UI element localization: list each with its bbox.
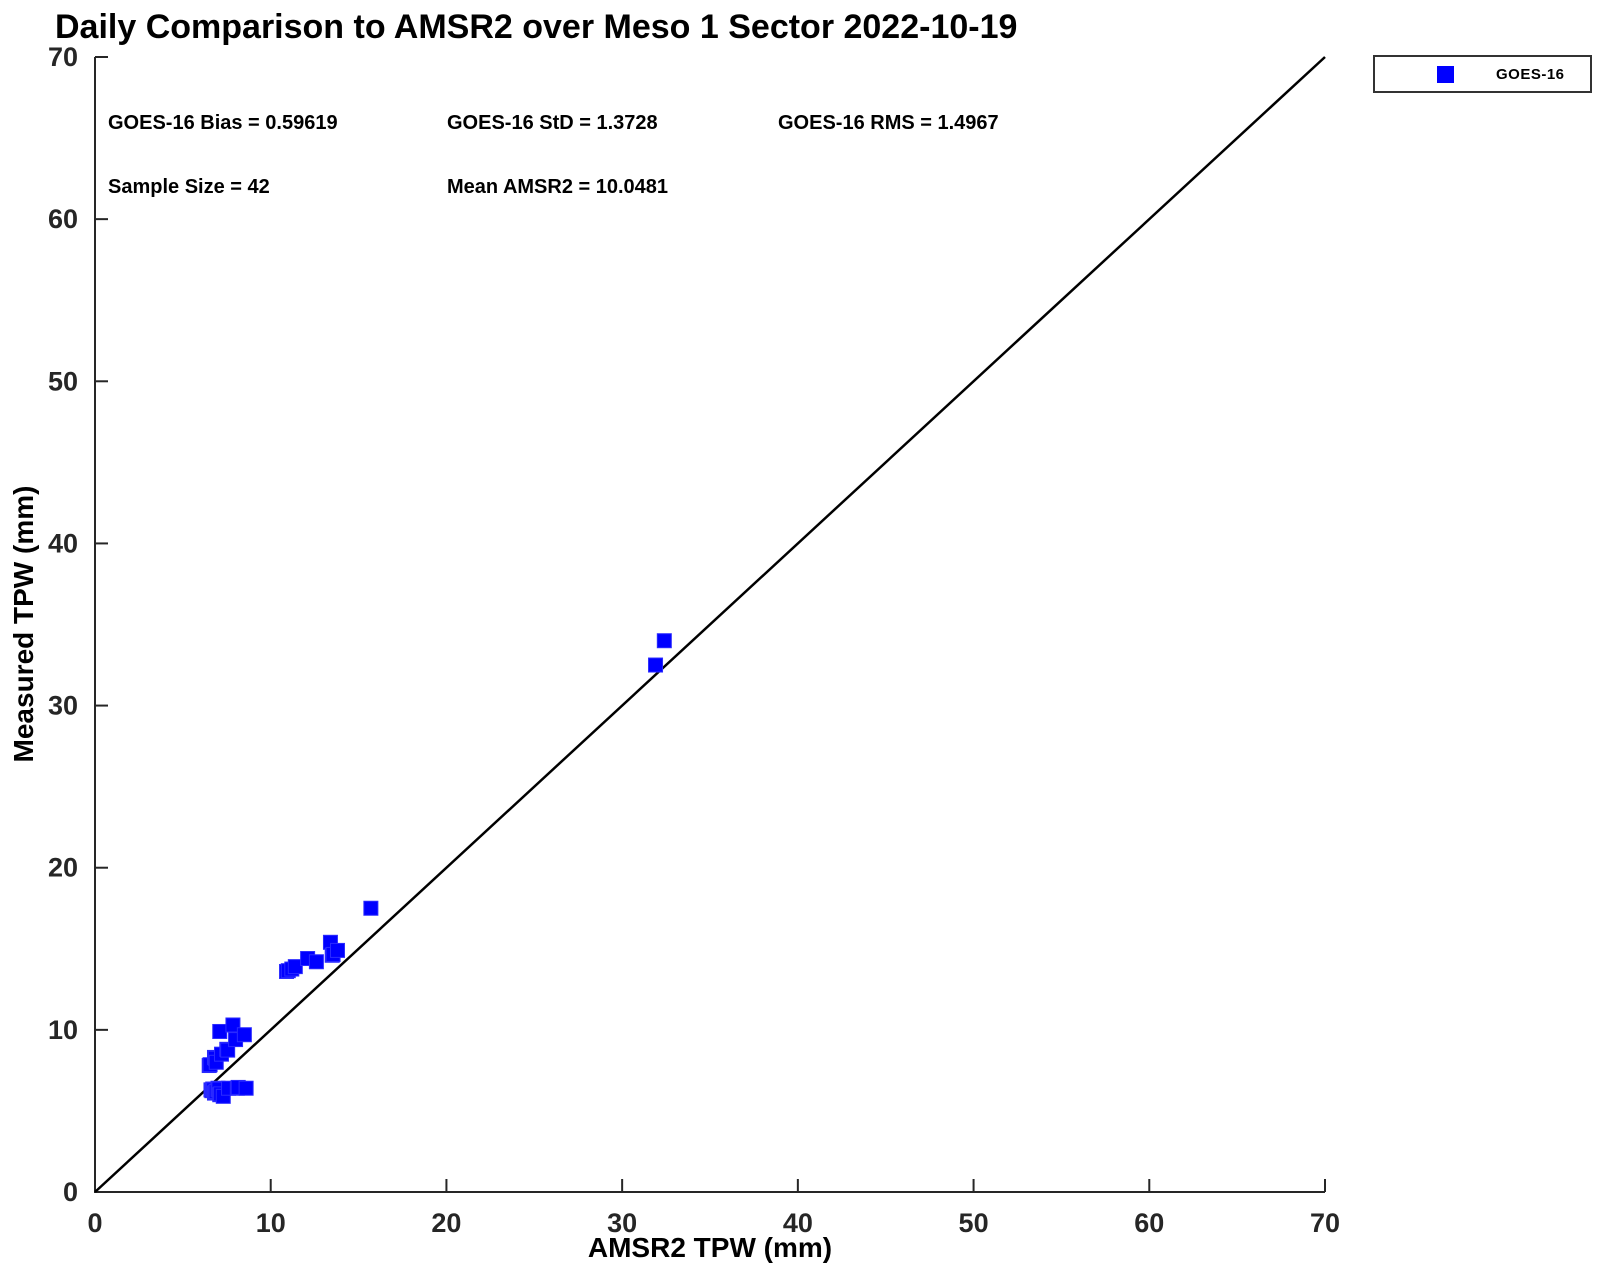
- stat-mean-amsr2-text: Mean AMSR2 = 10.0481: [447, 176, 669, 198]
- data-point: [329, 942, 345, 958]
- y-tick-label: 60: [48, 204, 78, 234]
- data-point: [236, 1027, 252, 1043]
- x-tick-label: 20: [431, 1208, 461, 1238]
- data-point: [363, 900, 379, 916]
- legend-label: GOES-16: [1496, 65, 1565, 83]
- y-tick-label: 40: [48, 528, 78, 558]
- x-tick-label: 50: [959, 1208, 989, 1238]
- stat-rms-text: GOES-16 RMS = 1.4967: [778, 112, 999, 134]
- y-tick-label: 0: [63, 1177, 78, 1207]
- data-point: [308, 954, 324, 970]
- x-tick-label: 30: [607, 1208, 637, 1238]
- x-tick-label: 60: [1134, 1208, 1164, 1238]
- x-tick-label: 10: [256, 1208, 286, 1238]
- stat-std-text: GOES-16 StD = 1.3728: [447, 112, 658, 134]
- y-axis-label: Measured TPW (mm): [8, 485, 39, 763]
- y-tick-label: 50: [48, 366, 78, 396]
- x-tick-label: 70: [1310, 1208, 1340, 1238]
- y-tick-label: 10: [48, 1015, 78, 1045]
- x-axis-label: AMSR2 TPW (mm): [587, 1232, 833, 1263]
- data-point: [648, 657, 664, 673]
- legend: GOES-16: [1373, 55, 1592, 93]
- stat-sample-size-text: Sample Size = 42: [108, 176, 270, 198]
- legend-square-marker-icon: [1437, 65, 1454, 83]
- stat-bias-text: GOES-16 Bias = 0.59619: [108, 112, 338, 134]
- data-point: [238, 1080, 254, 1096]
- y-tick-label: 20: [48, 853, 78, 883]
- y-tick-label: 30: [48, 691, 78, 721]
- x-tick-label: 0: [87, 1208, 102, 1238]
- data-point: [225, 1017, 241, 1033]
- identity-line: [94, 56, 1326, 1193]
- y-tick-label: 70: [48, 42, 78, 72]
- data-point: [287, 959, 303, 975]
- data-point: [212, 1023, 228, 1039]
- chart-title: Daily Comparison to AMSR2 over Meso 1 Se…: [55, 8, 1018, 46]
- data-point: [656, 633, 672, 649]
- x-tick-label: 40: [783, 1208, 813, 1238]
